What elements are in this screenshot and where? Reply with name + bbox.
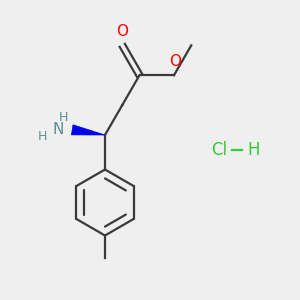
Text: O: O — [116, 24, 128, 39]
Text: Cl: Cl — [211, 141, 227, 159]
Polygon shape — [71, 125, 105, 135]
Text: H: H — [247, 141, 260, 159]
Text: O: O — [169, 54, 181, 69]
Text: H: H — [58, 111, 68, 124]
Text: H: H — [38, 130, 48, 143]
Text: N: N — [53, 122, 64, 136]
